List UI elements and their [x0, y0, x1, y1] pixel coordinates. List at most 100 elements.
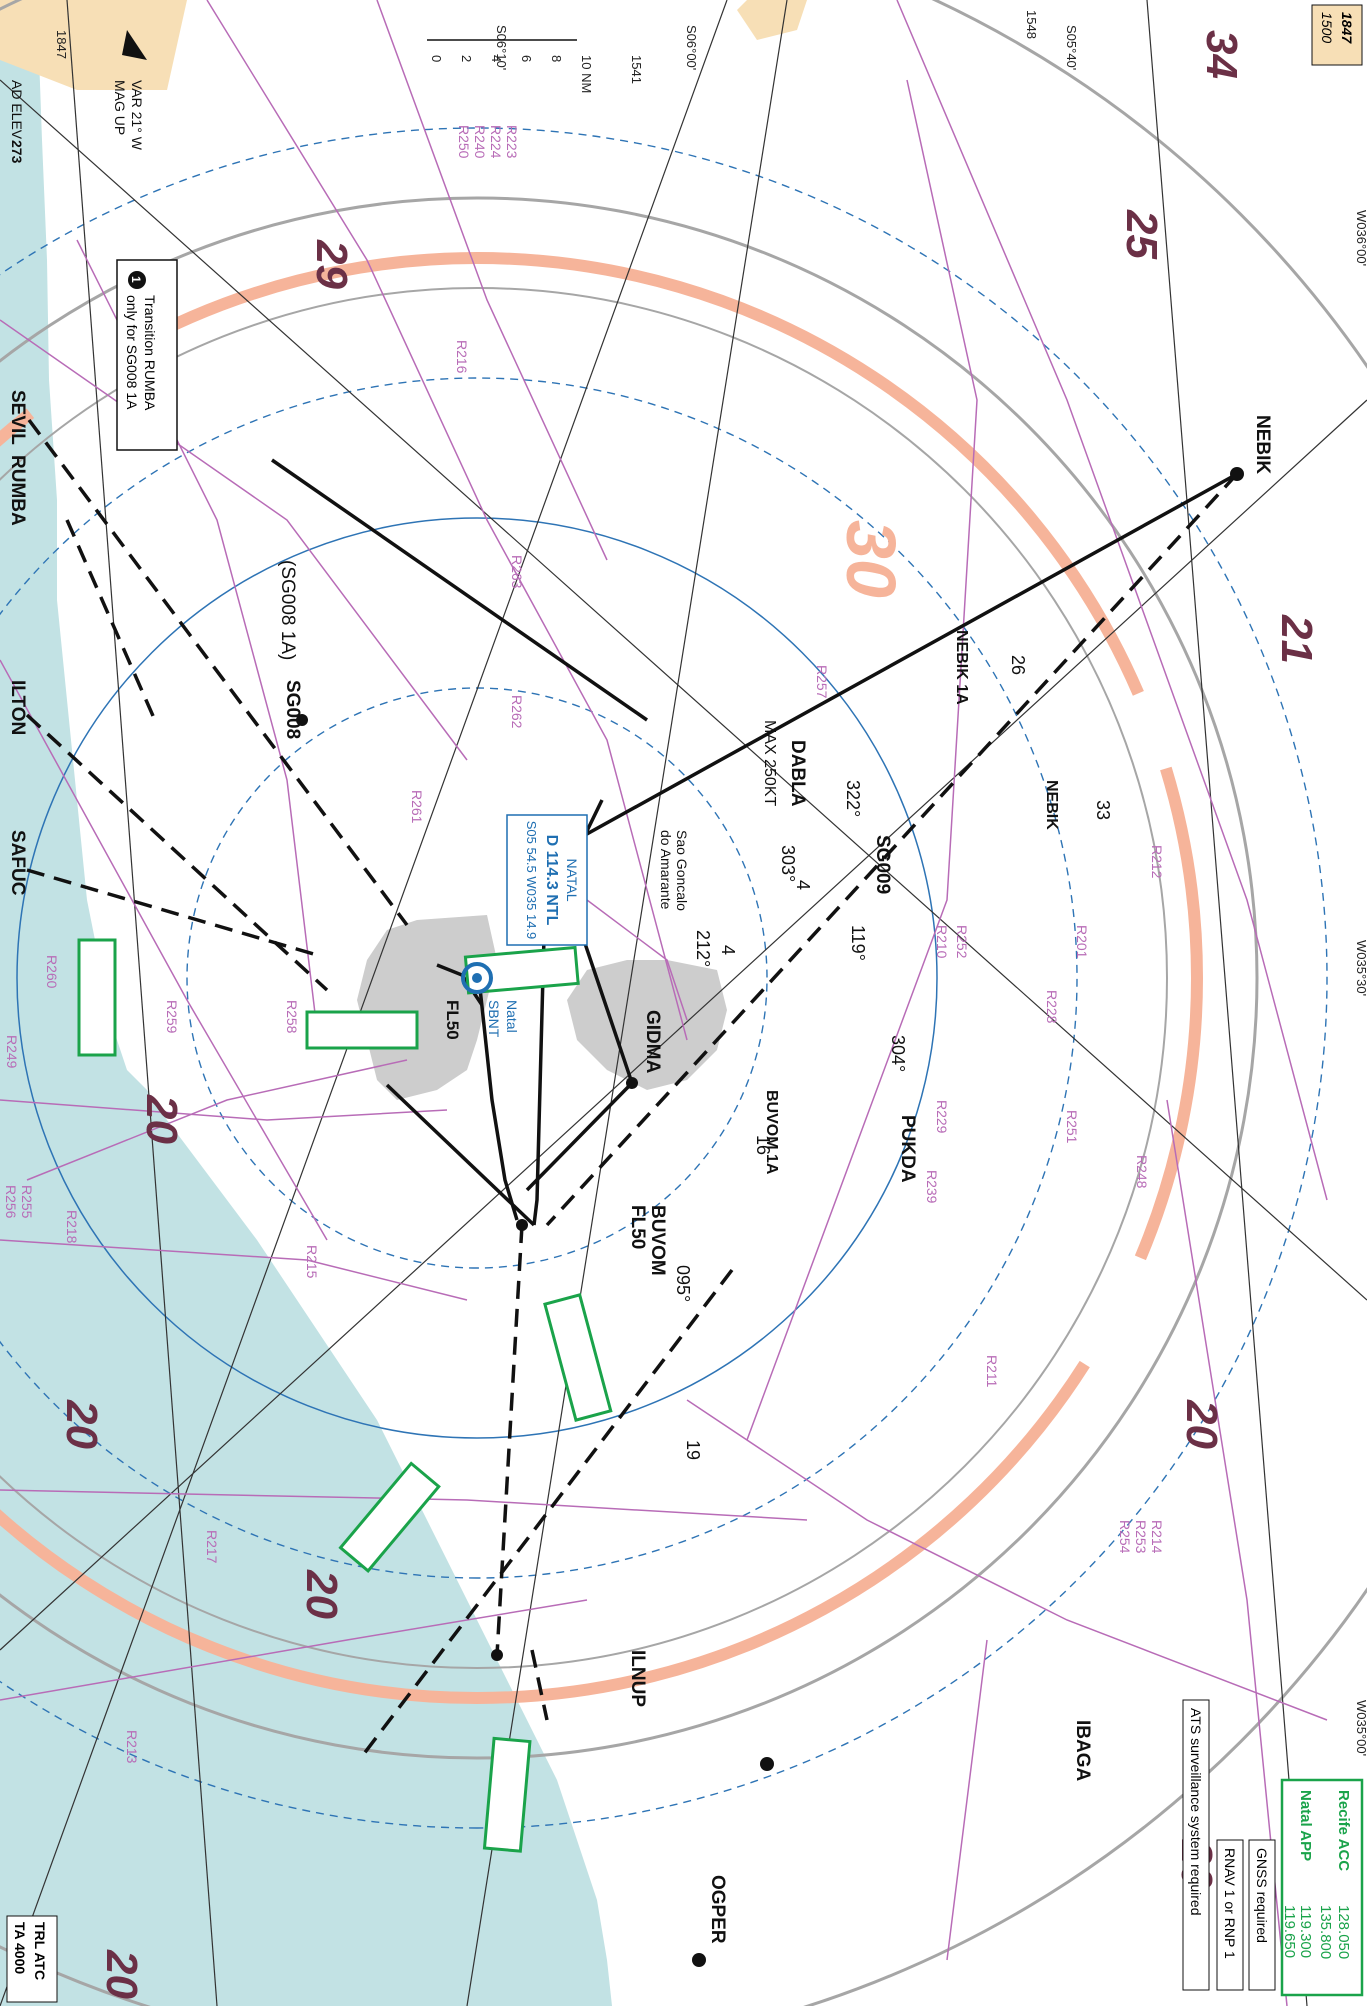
crs-212: 212°	[693, 930, 713, 967]
navaid-box: NATAL D 114.3 NTL S05 54.5 W035 14.9	[506, 814, 588, 946]
r-258: R258	[284, 1000, 300, 1034]
msa-ring	[0, 252, 1203, 1704]
spot-elevations: 1847 1541 1548	[54, 10, 1039, 84]
wp-ibaga: IBAGA	[1072, 1720, 1093, 1782]
trl-line1: TRL ATC	[32, 1922, 48, 1980]
spot-1548: 1548	[1024, 10, 1039, 39]
wp-sg008: SG008	[282, 680, 303, 739]
airport-fl: FL50	[443, 1000, 462, 1040]
proc-nebik: NEBIK 1A	[953, 630, 970, 705]
coord-s0600: S06°00'	[684, 25, 699, 70]
r-210: R210	[934, 925, 950, 959]
r-262: R262	[509, 695, 525, 729]
scale-6: 6	[519, 55, 534, 62]
city-line1: Sao Goncalo	[674, 830, 690, 911]
scale-10: 10 NM	[579, 55, 594, 93]
r-252: R252	[954, 925, 970, 959]
distance-scale: 0 2 4 6 8 10 NM	[427, 39, 594, 93]
dist-26: 26	[1008, 655, 1028, 675]
r-249: R249	[4, 1035, 20, 1069]
r-250: R250	[456, 125, 472, 159]
wp-ilnup: ILNUP	[627, 1650, 648, 1707]
r-212: R212	[1149, 845, 1165, 879]
r-251: R251	[1064, 1110, 1080, 1144]
dist-16: 16	[753, 1135, 773, 1155]
procedure-labels: NEBIK 1A NEBIK BUVOM 1A	[763, 630, 1060, 1175]
coord-w3530: W035°30'	[1354, 940, 1367, 996]
msa-20-b: 20	[57, 1399, 106, 1449]
freq-natal-2: 119.650	[1281, 1905, 1298, 1958]
wp-nebik: NEBIK	[1252, 415, 1273, 474]
r-256: R256	[3, 1185, 19, 1219]
msa-20-f: 20	[97, 1949, 146, 1999]
route-arrows	[77, 938, 613, 1853]
req-ats: ATS surveillance system required	[1188, 1708, 1204, 1915]
r-239: R239	[924, 1170, 940, 1204]
crs-322: 322°	[843, 780, 863, 817]
scale-2: 2	[459, 55, 474, 62]
msa-30: 30	[832, 520, 910, 598]
elev-bottom: 1500	[1319, 12, 1335, 43]
r-248: R248	[1134, 1155, 1150, 1189]
freq-natal-label: Natal APP	[1297, 1790, 1314, 1861]
variation-block: VAR 21° W MAG UP AD ELEV 273	[9, 30, 147, 164]
r-240: R240	[472, 125, 488, 159]
r-263: R263	[509, 555, 525, 589]
msa-21: 21	[1272, 614, 1321, 664]
freq-recife-label: Recife ACC	[1335, 1790, 1352, 1871]
coord-s0540: S05°40'	[1064, 25, 1079, 70]
freq-recife-2: 135.800	[1317, 1905, 1334, 1959]
note-box: 1 Transition RUMBA only for SG008 1A	[116, 259, 178, 451]
msa-20-d: 20	[1177, 1399, 1226, 1449]
crs-119: 119°	[848, 925, 868, 961]
coord-s0610: S06°10'	[494, 25, 509, 70]
crs-303: 303°	[778, 845, 798, 882]
r-257: R257	[814, 665, 830, 699]
proc-nebik-alt: NEBIK	[1043, 780, 1060, 830]
dist-4a: 4	[793, 880, 813, 890]
msa-values: 34 25 29 21 30 20 20 20 20 20 20	[57, 30, 1321, 1999]
wp-buvom: BUVOM	[647, 1205, 668, 1276]
terrain-high	[0, 0, 187, 90]
wp-pukda: PUKDA	[897, 1115, 918, 1183]
wp-sg009: SG009	[872, 835, 893, 894]
freq-natal-1: 119.300	[1297, 1905, 1314, 1958]
ad-elev-value: 273	[9, 140, 25, 164]
r-229: R229	[934, 1100, 950, 1134]
req-gnss: GNSS required	[1254, 1848, 1270, 1943]
restricted-labels: R223 R224 R240 R250 R216 R263 R262 R261 …	[3, 125, 1165, 1764]
note-marker-icon	[128, 271, 146, 289]
waypoint-labels: NEBIK DABLA MAX 250KT SG009 PUKDA GIDMA …	[7, 390, 1273, 1944]
urban-area	[357, 915, 727, 1100]
navaid-coord: S05 54.5 W035 14.9	[524, 821, 539, 940]
r-253: R253	[1133, 1520, 1149, 1554]
freq-recife-1: 128.050	[1335, 1905, 1352, 1959]
routes-dashed	[25, 418, 1239, 1757]
elev-top: 1847	[1339, 12, 1355, 44]
msa-25: 25	[1117, 209, 1166, 259]
req-rnav: RNAV 1 or RNP 1	[1222, 1848, 1238, 1959]
crs-304: 304°	[888, 1035, 908, 1072]
r-261: R261	[409, 790, 425, 824]
r-211: R211	[984, 1355, 1000, 1388]
msa-20-a: 20	[137, 1094, 186, 1144]
ad-elev-label: AD ELEV	[9, 80, 25, 140]
restricted-areas	[0, 0, 1328, 2006]
dist-4b: 4	[718, 945, 738, 955]
r-213: R213	[124, 1730, 140, 1764]
airport-icao: SBNT	[486, 1000, 502, 1038]
coord-w3500: W035°00'	[1354, 1700, 1367, 1756]
terrain-spot	[737, 0, 807, 40]
sea-area	[0, 0, 612, 2006]
wp-safuc: SAFUC	[7, 830, 28, 896]
navaid-name: NATAL	[564, 858, 580, 901]
city-line2: do Amarante	[658, 830, 674, 910]
proc-buvom: BUVOM 1A	[763, 1090, 780, 1175]
airport-name: Natal	[504, 1000, 520, 1033]
wp-ilton: ILTON	[7, 680, 28, 735]
r-224: R224	[488, 125, 504, 159]
